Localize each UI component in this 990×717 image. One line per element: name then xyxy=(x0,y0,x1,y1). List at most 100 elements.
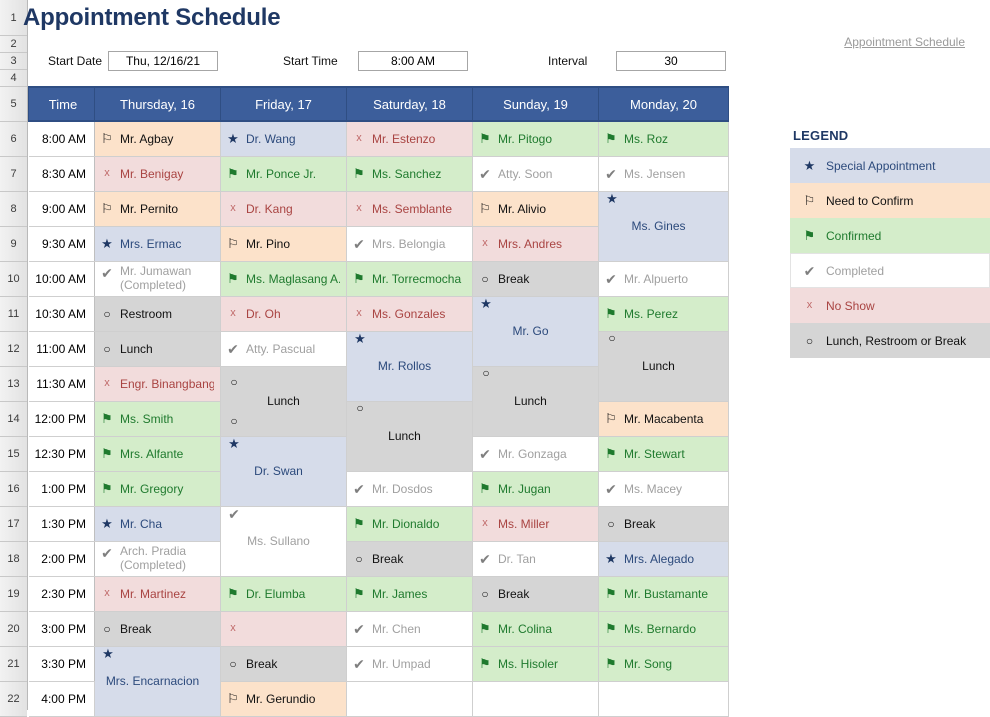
appointment-cell-friday[interactable]: ⚑ Mr. Ponce Jr. xyxy=(220,155,347,192)
appointment-cell-friday[interactable]: ★ Dr. Wang xyxy=(220,120,347,157)
appointment-cell-monday[interactable]: ⚑ Mr. Bustamante xyxy=(598,575,729,612)
appointment-cell-thursday[interactable]: ○ Restroom xyxy=(94,295,221,332)
appointment-cell-friday[interactable]: ⚑ Dr. Elumba xyxy=(220,575,347,612)
appointment-cell-thursday[interactable]: ○ Lunch xyxy=(94,330,221,367)
row-number-7[interactable]: 7 xyxy=(0,157,27,192)
appointment-cell-sunday[interactable]: ○ Lunch xyxy=(472,365,599,437)
appointment-cell-thursday[interactable]: ⚐ Mr. Agbay xyxy=(94,120,221,157)
appointment-cell-friday[interactable]: ⚐ Mr. Pino xyxy=(220,225,347,262)
row-number-8[interactable]: 8 xyxy=(0,192,27,227)
row-number-6[interactable]: 6 xyxy=(0,122,27,157)
appointment-cell-friday[interactable]: ○ Lunch ○ xyxy=(220,365,347,437)
row-number-17[interactable]: 17 xyxy=(0,507,27,542)
appointment-cell-monday[interactable]: ⚑ Ms. Perez xyxy=(598,295,729,332)
row-number-21[interactable]: 21 xyxy=(0,647,27,682)
appointment-cell-saturday[interactable]: ⚑ Mr. James xyxy=(346,575,473,612)
row-number-22[interactable]: 22 xyxy=(0,682,27,717)
appointment-cell-thursday[interactable]: ★ Mrs. Ermac xyxy=(94,225,221,262)
appointment-cell-monday[interactable] xyxy=(598,680,729,717)
appointment-cell-monday[interactable]: ✔ Ms. Macey xyxy=(598,470,729,507)
appointment-cell-sunday[interactable]: ○ Break xyxy=(472,260,599,297)
appointment-cell-thursday[interactable]: ⚑ Mr. Gregory xyxy=(94,470,221,507)
appointment-cell-friday[interactable]: x Dr. Oh xyxy=(220,295,347,332)
appointment-schedule-link[interactable]: Appointment Schedule xyxy=(844,35,965,49)
appointment-cell-sunday[interactable]: ⚑ Mr. Jugan xyxy=(472,470,599,507)
appointment-cell-saturday[interactable]: ✔ Mr. Umpad xyxy=(346,645,473,682)
appointment-cell-monday[interactable]: ✔ Ms. Jensen xyxy=(598,155,729,192)
appointment-cell-saturday[interactable]: ○ Lunch xyxy=(346,400,473,472)
appointment-cell-sunday[interactable]: x Ms. Miller xyxy=(472,505,599,542)
appointment-cell-thursday[interactable]: ★ Mrs. Encarnacion xyxy=(94,645,221,717)
appointment-cell-monday[interactable]: ⚐ Mr. Macabenta xyxy=(598,400,729,437)
appointment-cell-monday[interactable]: ★ Mrs. Alegado xyxy=(598,540,729,577)
appointment-cell-friday[interactable]: x xyxy=(220,610,347,647)
appointment-cell-thursday[interactable]: ✔ Arch. Pradia (Completed) xyxy=(94,540,221,577)
appointment-cell-saturday[interactable]: ✔ Mr. Dosdos xyxy=(346,470,473,507)
interval-field[interactable]: 30 xyxy=(616,51,726,71)
row-number-4[interactable]: 4 xyxy=(0,70,27,87)
appointment-cell-sunday[interactable]: x Mrs. Andres xyxy=(472,225,599,262)
appointment-cell-saturday[interactable]: x Ms. Gonzales xyxy=(346,295,473,332)
appointment-cell-monday[interactable]: ★ Ms. Gines xyxy=(598,190,729,262)
appointment-cell-friday[interactable]: ○ Break xyxy=(220,645,347,682)
start-date-field[interactable]: Thu, 12/16/21 xyxy=(108,51,218,71)
appointment-cell-sunday[interactable]: ✔ Mr. Gonzaga xyxy=(472,435,599,472)
appointment-cell-saturday[interactable]: ○ Break xyxy=(346,540,473,577)
row-number-12[interactable]: 12 xyxy=(0,332,27,367)
appointment-cell-thursday[interactable]: ⚑ Ms. Smith xyxy=(94,400,221,437)
row-number-3[interactable]: 3 xyxy=(0,53,27,70)
appointment-cell-friday[interactable]: ✔ Ms. Sullano xyxy=(220,505,347,577)
appointment-cell-sunday[interactable]: ⚑ Mr. Pitogo xyxy=(472,120,599,157)
row-number-20[interactable]: 20 xyxy=(0,612,27,647)
appointment-cell-sunday[interactable]: ⚐ Mr. Alivio xyxy=(472,190,599,227)
appointment-cell-monday[interactable]: ✔ Mr. Alpuerto xyxy=(598,260,729,297)
appointment-cell-monday[interactable]: ⚑ Mr. Stewart xyxy=(598,435,729,472)
appointment-cell-thursday[interactable]: x Mr. Benigay xyxy=(94,155,221,192)
appointment-cell-sunday[interactable] xyxy=(472,680,599,717)
appointment-cell-friday[interactable]: ✔ Atty. Pascual xyxy=(220,330,347,367)
row-number-1[interactable]: 1 xyxy=(0,0,27,36)
appointment-cell-sunday[interactable]: ★ Mr. Go xyxy=(472,295,599,367)
appointment-cell-monday[interactable]: ⚑ Ms. Bernardo xyxy=(598,610,729,647)
appointment-cell-sunday[interactable]: ✔ Dr. Tan xyxy=(472,540,599,577)
appointment-cell-monday[interactable]: ⚑ Mr. Song xyxy=(598,645,729,682)
appointment-cell-saturday[interactable]: x Mr. Estenzo xyxy=(346,120,473,157)
appointment-cell-thursday[interactable]: ○ Break xyxy=(94,610,221,647)
appointment-cell-thursday[interactable]: ★ Mr. Cha xyxy=(94,505,221,542)
row-number-2[interactable]: 2 xyxy=(0,36,27,53)
row-number-19[interactable]: 19 xyxy=(0,577,27,612)
row-number-15[interactable]: 15 xyxy=(0,437,27,472)
appointment-cell-thursday[interactable]: x Mr. Martinez xyxy=(94,575,221,612)
appointment-cell-saturday[interactable]: x Ms. Semblante xyxy=(346,190,473,227)
appointment-cell-saturday[interactable]: ✔ Mrs. Belongia xyxy=(346,225,473,262)
appointment-cell-thursday[interactable]: ✔ Mr. Jumawan (Completed) xyxy=(94,260,221,297)
appointment-cell-saturday[interactable]: ⚑ Mr. Dionaldo xyxy=(346,505,473,542)
appointment-cell-sunday[interactable]: ✔ Atty. Soon xyxy=(472,155,599,192)
appointment-cell-saturday[interactable]: ✔ Mr. Chen xyxy=(346,610,473,647)
row-number-10[interactable]: 10 xyxy=(0,262,27,297)
appointment-cell-sunday[interactable]: ⚑ Mr. Colina xyxy=(472,610,599,647)
row-number-14[interactable]: 14 xyxy=(0,402,27,437)
row-number-16[interactable]: 16 xyxy=(0,472,27,507)
appointment-cell-monday[interactable]: ⚑ Ms. Roz xyxy=(598,120,729,157)
row-number-18[interactable]: 18 xyxy=(0,542,27,577)
appointment-cell-friday[interactable]: ⚐ Mr. Gerundio xyxy=(220,680,347,717)
appointment-cell-friday[interactable]: ⚑ Ms. Maglasang A. xyxy=(220,260,347,297)
appointment-cell-friday[interactable]: ★ Dr. Swan xyxy=(220,435,347,507)
row-number-11[interactable]: 11 xyxy=(0,297,27,332)
appointment-cell-saturday[interactable]: ★ Mr. Rollos xyxy=(346,330,473,402)
appointment-cell-thursday[interactable]: ⚐ Mr. Pernito xyxy=(94,190,221,227)
appointment-cell-thursday[interactable]: ⚑ Mrs. Alfante xyxy=(94,435,221,472)
appointment-cell-monday[interactable]: ○ Lunch xyxy=(598,330,729,402)
appointment-cell-thursday[interactable]: x Engr. Binangbang xyxy=(94,365,221,402)
appointment-cell-saturday[interactable] xyxy=(346,680,473,717)
start-time-field[interactable]: 8:00 AM xyxy=(358,51,468,71)
row-number-13[interactable]: 13 xyxy=(0,367,27,402)
row-number-9[interactable]: 9 xyxy=(0,227,27,262)
appointment-cell-sunday[interactable]: ○ Break xyxy=(472,575,599,612)
appointment-cell-monday[interactable]: ○ Break xyxy=(598,505,729,542)
appointment-cell-saturday[interactable]: ⚑ Ms. Sanchez xyxy=(346,155,473,192)
row-number-5[interactable]: 5 xyxy=(0,87,27,122)
appointment-cell-saturday[interactable]: ⚑ Mr. Torrecmocha xyxy=(346,260,473,297)
appointment-cell-friday[interactable]: x Dr. Kang xyxy=(220,190,347,227)
